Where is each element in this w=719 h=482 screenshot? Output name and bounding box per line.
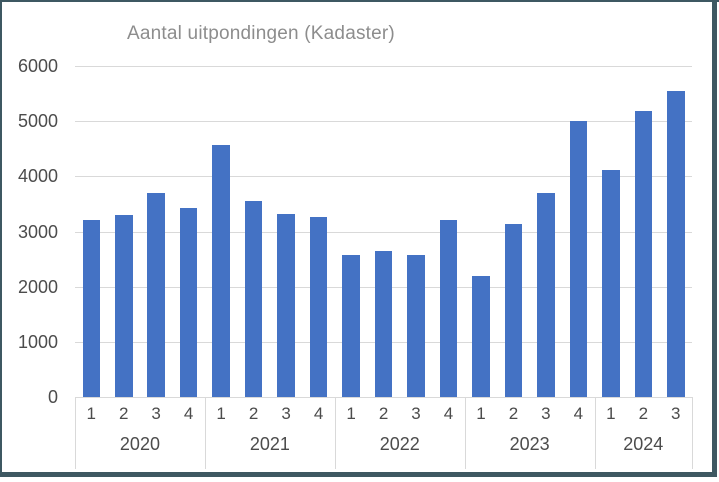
x-axis-group-separator: [465, 397, 466, 469]
x-axis-group-separator: [692, 397, 693, 469]
x-axis-quarter-label: 1: [216, 404, 226, 423]
chart-title: Aantal uitpondingen (Kadaster): [127, 23, 395, 44]
gridline-5000: [75, 121, 692, 122]
bar-2024-q2: [634, 111, 652, 397]
window-border-bottom: [0, 472, 717, 477]
x-axis-group-separator: [205, 397, 206, 469]
bar-2023-q2: [504, 224, 523, 397]
bar-2023-q1: [472, 276, 490, 397]
x-axis-quarter-label: 2: [248, 404, 259, 423]
x-axis-year-label: 2022: [379, 434, 420, 454]
bar-2022-q3: [407, 255, 425, 397]
y-axis-tick-label: 5000: [17, 111, 58, 131]
gridline-4000: [75, 176, 692, 177]
x-axis-quarter-label: 4: [443, 404, 454, 423]
x-axis-year-label: 2024: [623, 434, 664, 454]
window-border-left: [0, 0, 2, 477]
bar-2020-q3: [147, 193, 165, 397]
bar-2020-q1: [82, 220, 100, 397]
x-axis-year-label: 2020: [119, 434, 160, 454]
x-axis-group-separator: [335, 397, 336, 469]
window-border-right: [712, 0, 717, 477]
y-axis-tick-label: 4000: [17, 166, 58, 186]
bar-2021-q1: [212, 145, 230, 397]
x-axis-quarter-label: 3: [541, 404, 551, 423]
x-axis-quarter-label: 3: [411, 404, 421, 423]
bar-2022-q1: [342, 255, 360, 397]
x-axis-quarter-label: 1: [86, 404, 96, 423]
bar-2024-q1: [602, 170, 620, 397]
bar-2023-q4: [569, 121, 588, 397]
x-axis-quarter-label: 2: [638, 404, 649, 423]
x-axis-quarter-label: 4: [313, 404, 324, 423]
window-border-top: [0, 0, 719, 2]
x-axis-quarter-label: 2: [378, 404, 389, 423]
bar-2020-q2: [115, 215, 133, 397]
y-axis-tick-label: 6000: [17, 56, 58, 76]
x-axis-quarter-label: 4: [183, 404, 194, 423]
x-axis-quarter-label: 3: [151, 404, 161, 423]
x-axis-quarter-label: 3: [281, 404, 291, 423]
bar-2020-q4: [179, 208, 198, 397]
bar-2023-q3: [537, 193, 555, 397]
x-axis-year-label: 2021: [249, 434, 290, 454]
x-axis-quarter-label: 1: [346, 404, 356, 423]
x-axis-quarter-label: 1: [476, 404, 486, 423]
y-axis-tick-label: 0: [47, 387, 58, 407]
gridline-3000: [75, 232, 692, 233]
y-axis-tick-label: 2000: [17, 277, 58, 297]
gridline-0: [75, 397, 692, 398]
bar-2022-q4: [439, 220, 458, 397]
x-axis-quarter-label: 4: [573, 404, 584, 423]
x-axis-group-separator: [595, 397, 596, 469]
bar-2021-q3: [277, 214, 295, 397]
x-axis-group-separator: [75, 397, 76, 469]
y-axis-tick-label: 1000: [17, 332, 58, 352]
bar-2022-q2: [374, 251, 393, 397]
x-axis-quarter-label: 2: [508, 404, 519, 423]
x-axis-year-label: 2023: [509, 434, 550, 454]
bar-2021-q2: [244, 201, 263, 397]
y-axis-tick-label: 3000: [17, 222, 58, 242]
gridline-6000: [75, 66, 692, 67]
bar-2024-q3: [667, 91, 685, 397]
x-axis-quarter-label: 3: [671, 404, 681, 423]
bar-2021-q4: [309, 217, 328, 397]
x-axis-quarter-label: 1: [606, 404, 616, 423]
x-axis-quarter-label: 2: [119, 404, 129, 423]
